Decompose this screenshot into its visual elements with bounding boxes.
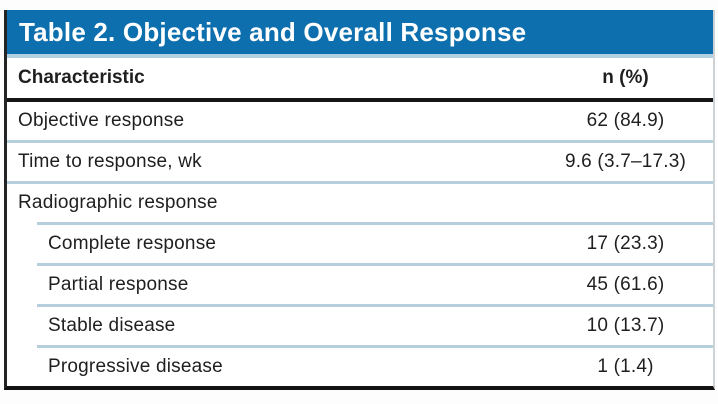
row-value: 45 (61.6) <box>586 274 665 295</box>
row-label: Progressive disease <box>48 356 223 377</box>
table-row: Partial response 45 (61.6) <box>7 266 713 304</box>
row-value: 1 (1.4) <box>597 356 654 377</box>
response-table: Table 2. Objective and Overall Response … <box>4 10 715 390</box>
table-row: Time to response, wk 9.6 (3.7–17.3) <box>7 143 713 181</box>
table-row: Complete response 17 (23.3) <box>7 225 713 263</box>
table-row: Progressive disease 1 (1.4) <box>7 348 713 386</box>
row-value: 9.6 (3.7–17.3) <box>564 151 687 172</box>
row-divider <box>7 140 713 143</box>
row-divider <box>37 345 713 348</box>
row-value: 17 (23.3) <box>586 233 665 254</box>
row-label: Complete response <box>48 233 217 254</box>
table-title-bar: Table 2. Objective and Overall Response <box>7 10 713 58</box>
row-value: 62 (84.9) <box>586 110 665 131</box>
row-divider <box>37 222 713 225</box>
column-header-characteristic: Characteristic <box>18 67 145 88</box>
table-rows: Objective response 62 (84.9) Time to res… <box>7 102 713 386</box>
row-divider <box>37 304 713 307</box>
table-title: Table 2. Objective and Overall Response <box>19 16 527 47</box>
table-row: Radiographic response <box>7 184 713 222</box>
row-label: Radiographic response <box>18 192 218 213</box>
row-label: Objective response <box>18 110 185 131</box>
row-label: Partial response <box>48 274 189 295</box>
column-header-n-pct: n (%) <box>602 67 649 88</box>
table-row: Objective response 62 (84.9) <box>7 102 713 140</box>
row-label: Stable disease <box>48 315 176 336</box>
row-value: 10 (13.7) <box>586 315 665 336</box>
row-divider <box>7 181 713 184</box>
column-header-row: Characteristic n (%) <box>7 58 713 102</box>
row-label: Time to response, wk <box>18 151 202 172</box>
table-row: Stable disease 10 (13.7) <box>7 307 713 345</box>
row-divider <box>37 263 713 266</box>
